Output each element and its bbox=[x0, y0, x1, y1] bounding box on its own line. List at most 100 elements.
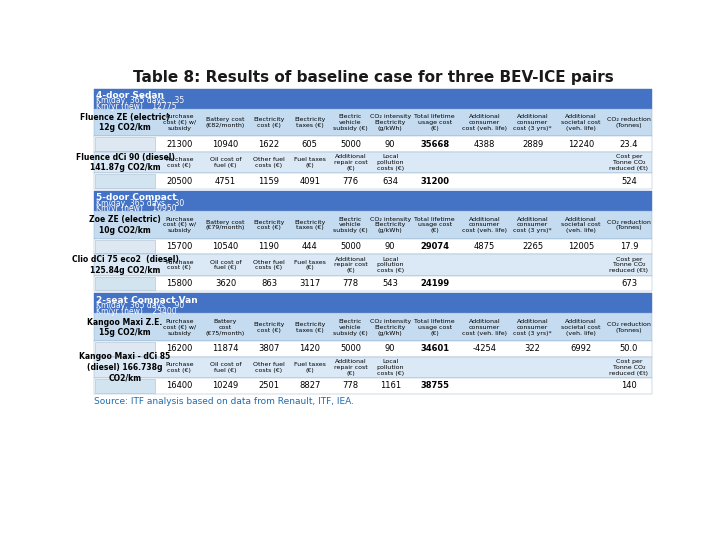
Text: Cost per
Tonne CO₂
reduced (€t): Cost per Tonne CO₂ reduced (€t) bbox=[609, 257, 649, 273]
Text: Total lifetime
usage cost
(€): Total lifetime usage cost (€) bbox=[414, 319, 455, 335]
Text: Additional
consumer
cost (3 yrs)*: Additional consumer cost (3 yrs)* bbox=[513, 114, 552, 131]
Text: Kangoo Maxi Z.E.
15g CO2/km: Kangoo Maxi Z.E. 15g CO2/km bbox=[87, 318, 163, 337]
Text: Electricity
cost (€): Electricity cost (€) bbox=[253, 117, 285, 128]
Text: Other fuel
costs (€): Other fuel costs (€) bbox=[253, 157, 285, 168]
Text: Km/yr (new)    12775: Km/yr (new) 12775 bbox=[96, 102, 177, 111]
Bar bbox=[94, 341, 652, 357]
Text: 31200: 31200 bbox=[420, 177, 449, 186]
Bar bbox=[94, 357, 652, 378]
Text: 673: 673 bbox=[621, 279, 637, 288]
Text: 10249: 10249 bbox=[213, 381, 239, 390]
Text: 10940: 10940 bbox=[213, 140, 239, 149]
Text: Fuel taxes
(€): Fuel taxes (€) bbox=[294, 259, 325, 271]
Text: Additional
consumer
cost (3 yrs)*: Additional consumer cost (3 yrs)* bbox=[513, 217, 552, 233]
Text: Battery cost
(€82/month): Battery cost (€82/month) bbox=[206, 117, 245, 128]
Text: 322: 322 bbox=[525, 344, 541, 353]
Text: Total lifetime
usage cost
(€): Total lifetime usage cost (€) bbox=[414, 114, 455, 131]
Bar bbox=[94, 173, 652, 189]
Text: 1190: 1190 bbox=[258, 242, 280, 251]
Bar bbox=[94, 191, 652, 211]
Text: CO₂ reduction
(Tonnes): CO₂ reduction (Tonnes) bbox=[607, 220, 651, 230]
Text: 3117: 3117 bbox=[299, 279, 320, 288]
Bar bbox=[94, 108, 652, 136]
Text: Source: ITF analysis based on data from Renault, ITF, IEA.: Source: ITF analysis based on data from … bbox=[94, 397, 354, 406]
Text: 21300: 21300 bbox=[166, 140, 192, 149]
Text: Electricity
taxes (€): Electricity taxes (€) bbox=[294, 220, 325, 230]
Bar bbox=[94, 254, 652, 276]
Text: 10540: 10540 bbox=[213, 242, 239, 251]
Text: Purchase
cost (€) w/
subsidy: Purchase cost (€) w/ subsidy bbox=[162, 319, 196, 335]
Text: 34601: 34601 bbox=[420, 344, 449, 353]
Bar bbox=[94, 136, 652, 152]
Text: 5-door Compact: 5-door Compact bbox=[96, 193, 177, 202]
Text: 90: 90 bbox=[385, 242, 395, 251]
Text: Cost per
Tonne CO₂
reduced (€t): Cost per Tonne CO₂ reduced (€t) bbox=[609, 154, 649, 171]
Text: 634: 634 bbox=[382, 177, 398, 186]
Text: Purchase
cost (€): Purchase cost (€) bbox=[165, 157, 194, 168]
Bar bbox=[95, 137, 155, 151]
Text: 140: 140 bbox=[621, 381, 637, 390]
Text: Km/yr (new)    10950: Km/yr (new) 10950 bbox=[96, 204, 177, 213]
Text: 1159: 1159 bbox=[258, 177, 280, 186]
Text: Fuel taxes
(€): Fuel taxes (€) bbox=[294, 157, 325, 168]
Text: Additional
consumer
cost (veh. life): Additional consumer cost (veh. life) bbox=[462, 217, 507, 233]
Text: Total lifetime
usage cost
(€): Total lifetime usage cost (€) bbox=[414, 217, 455, 233]
Text: Electricity
cost (€): Electricity cost (€) bbox=[253, 220, 285, 230]
Text: 4875: 4875 bbox=[474, 242, 495, 251]
Text: Additional
repair cost
(€): Additional repair cost (€) bbox=[333, 154, 368, 171]
Text: 444: 444 bbox=[302, 242, 317, 251]
Text: 4091: 4091 bbox=[299, 177, 320, 186]
Text: 2889: 2889 bbox=[522, 140, 543, 149]
Text: Additional
societal cost
(veh. life): Additional societal cost (veh. life) bbox=[561, 114, 601, 131]
Text: CO₂ intensity
Electricity
(g/kWh): CO₂ intensity Electricity (g/kWh) bbox=[370, 114, 411, 131]
Text: 6992: 6992 bbox=[570, 344, 591, 353]
Text: Battery cost
(€79/month): Battery cost (€79/month) bbox=[206, 220, 245, 230]
Text: Additional
repair cost
(€): Additional repair cost (€) bbox=[333, 359, 368, 376]
Text: Fuel taxes
(€): Fuel taxes (€) bbox=[294, 362, 325, 373]
Text: 778: 778 bbox=[342, 381, 358, 390]
Text: 776: 776 bbox=[342, 177, 358, 186]
Text: Km/day, 365 days    30: Km/day, 365 days 30 bbox=[96, 199, 185, 208]
Text: Kangoo Maxi - dCi 85
(diesel) 166.738g
CO2/km: Kangoo Maxi - dCi 85 (diesel) 166.738g C… bbox=[79, 353, 171, 382]
Text: 5000: 5000 bbox=[340, 140, 361, 149]
Text: Purchase
cost (€): Purchase cost (€) bbox=[165, 362, 194, 373]
Text: Other fuel
costs (€): Other fuel costs (€) bbox=[253, 362, 285, 373]
Text: 35668: 35668 bbox=[420, 140, 449, 149]
Text: Additional
consumer
cost (3 yrs)*: Additional consumer cost (3 yrs)* bbox=[513, 319, 552, 335]
Bar bbox=[94, 239, 652, 254]
Bar bbox=[94, 378, 652, 394]
Text: Fluence dCi 90 (diesel)
141.87g CO2/km: Fluence dCi 90 (diesel) 141.87g CO2/km bbox=[76, 153, 175, 172]
Text: Electricity
taxes (€): Electricity taxes (€) bbox=[294, 117, 325, 128]
Bar bbox=[95, 379, 155, 393]
Bar bbox=[95, 277, 155, 290]
Text: 2-seat Compact Van: 2-seat Compact Van bbox=[96, 296, 198, 305]
Text: 3807: 3807 bbox=[258, 344, 280, 353]
Text: 11874: 11874 bbox=[213, 344, 239, 353]
Text: Electric
vehicle
subsidy (€): Electric vehicle subsidy (€) bbox=[333, 217, 368, 233]
Text: 29074: 29074 bbox=[420, 242, 449, 251]
Text: 2265: 2265 bbox=[522, 242, 543, 251]
Text: Oil cost of
fuel (€): Oil cost of fuel (€) bbox=[210, 157, 241, 168]
Bar bbox=[95, 174, 155, 188]
Text: 4388: 4388 bbox=[474, 140, 495, 149]
Text: Additional
consumer
cost (veh. life): Additional consumer cost (veh. life) bbox=[462, 114, 507, 131]
Text: CO₂ intensity
Electricity
(g/kWh): CO₂ intensity Electricity (g/kWh) bbox=[370, 319, 411, 335]
Text: 15700: 15700 bbox=[166, 242, 192, 251]
Text: Oil cost of
fuel (€): Oil cost of fuel (€) bbox=[210, 362, 241, 373]
Text: Local
pollution
costs (€): Local pollution costs (€) bbox=[376, 154, 404, 171]
Text: 2501: 2501 bbox=[258, 381, 280, 390]
Text: Electricity
cost (€): Electricity cost (€) bbox=[253, 322, 285, 333]
Text: Clio dCi 75 eco2  (diesel)
125.84g CO2/km: Clio dCi 75 eco2 (diesel) 125.84g CO2/km bbox=[71, 255, 178, 274]
Text: 90: 90 bbox=[385, 344, 395, 353]
Text: Km/day, 365 days    35: Km/day, 365 days 35 bbox=[96, 96, 185, 105]
Text: 5000: 5000 bbox=[340, 242, 361, 251]
Text: 8827: 8827 bbox=[299, 381, 320, 390]
Text: Purchase
cost (€): Purchase cost (€) bbox=[165, 259, 194, 271]
Text: 605: 605 bbox=[302, 140, 317, 149]
Text: 50.0: 50.0 bbox=[620, 344, 638, 353]
Text: 16200: 16200 bbox=[166, 344, 192, 353]
Text: 543: 543 bbox=[382, 279, 398, 288]
Text: Electric
vehicle
subsidy (€): Electric vehicle subsidy (€) bbox=[333, 114, 368, 131]
Text: CO₂ intensity
Electricity
(g/kWh): CO₂ intensity Electricity (g/kWh) bbox=[370, 217, 411, 233]
Text: 524: 524 bbox=[621, 177, 637, 186]
